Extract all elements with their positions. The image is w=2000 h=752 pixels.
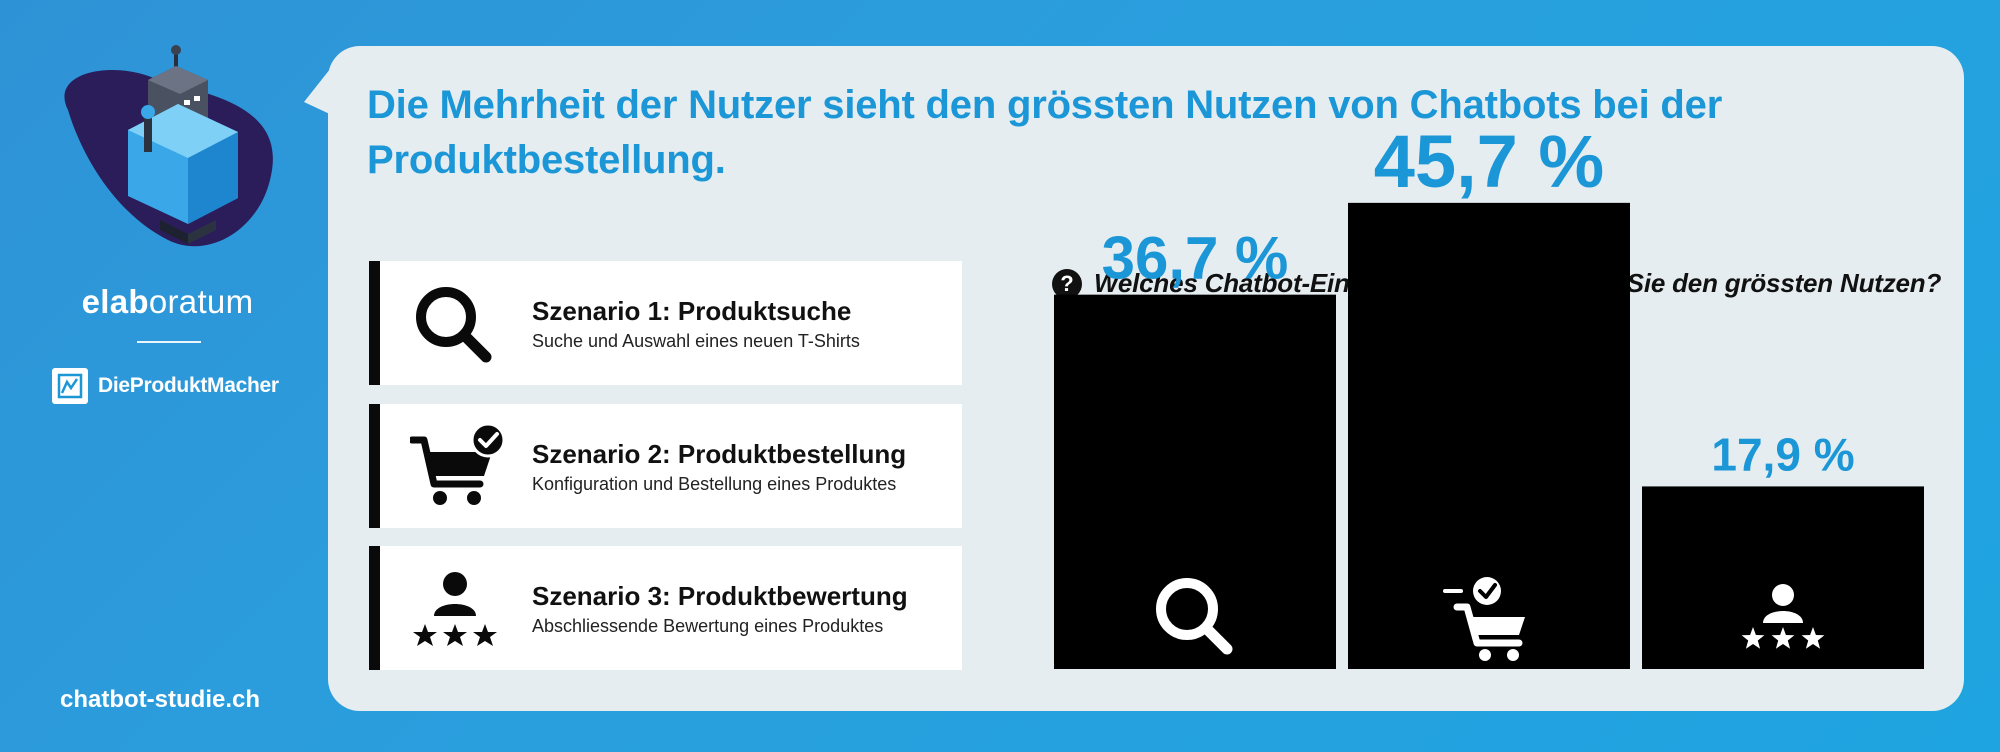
scenario-desc: Abschliessende Bewertung eines Produktes bbox=[532, 616, 884, 636]
robot-logo-icon bbox=[48, 40, 288, 260]
scenario-title: Szenario 3: Produktbewertung bbox=[532, 581, 908, 611]
user-stars-icon bbox=[410, 566, 497, 652]
scenario-desc: Konfiguration und Bestellung eines Produ… bbox=[532, 474, 897, 494]
search-icon bbox=[410, 281, 496, 367]
scenario-2: Szenario 2: Produktbestellung Konfigurat… bbox=[369, 404, 962, 528]
headline: Die Mehrheit der Nutzer sieht den grösst… bbox=[367, 83, 1723, 182]
scenario-3: Szenario 3: Produktbewertung Abschliesse… bbox=[369, 546, 962, 670]
chart-title: Welches Chatbot-Einsatzszenario bietet f… bbox=[1094, 268, 1942, 298]
scenario-title: Szenario 1: Produktsuche bbox=[532, 296, 852, 326]
question-icon: ? bbox=[1052, 268, 1082, 299]
partner-name: DieProduktMacher bbox=[98, 374, 279, 397]
cart-check-icon bbox=[408, 422, 506, 510]
scenario-desc: Suche und Auswahl eines neuen T-Shirts bbox=[532, 331, 860, 351]
brand-divider bbox=[137, 341, 201, 343]
brand-name: elaboratum bbox=[81, 283, 254, 320]
scenario-title: Szenario 2: Produktbestellung bbox=[532, 439, 907, 469]
partner-logo-icon bbox=[52, 368, 88, 404]
website-link[interactable]: chatbot-studie.ch bbox=[60, 686, 261, 713]
scenario-1: Szenario 1: Produktsuche Suche und Auswa… bbox=[369, 261, 962, 385]
partner-logo: DieProduktMacher bbox=[52, 368, 279, 404]
chart-question: ? Welches Chatbot-Einsatzszenario bietet… bbox=[1052, 268, 1941, 299]
brand-column: elaboratum DieProduktMacher chatbot-stud… bbox=[0, 0, 330, 752]
